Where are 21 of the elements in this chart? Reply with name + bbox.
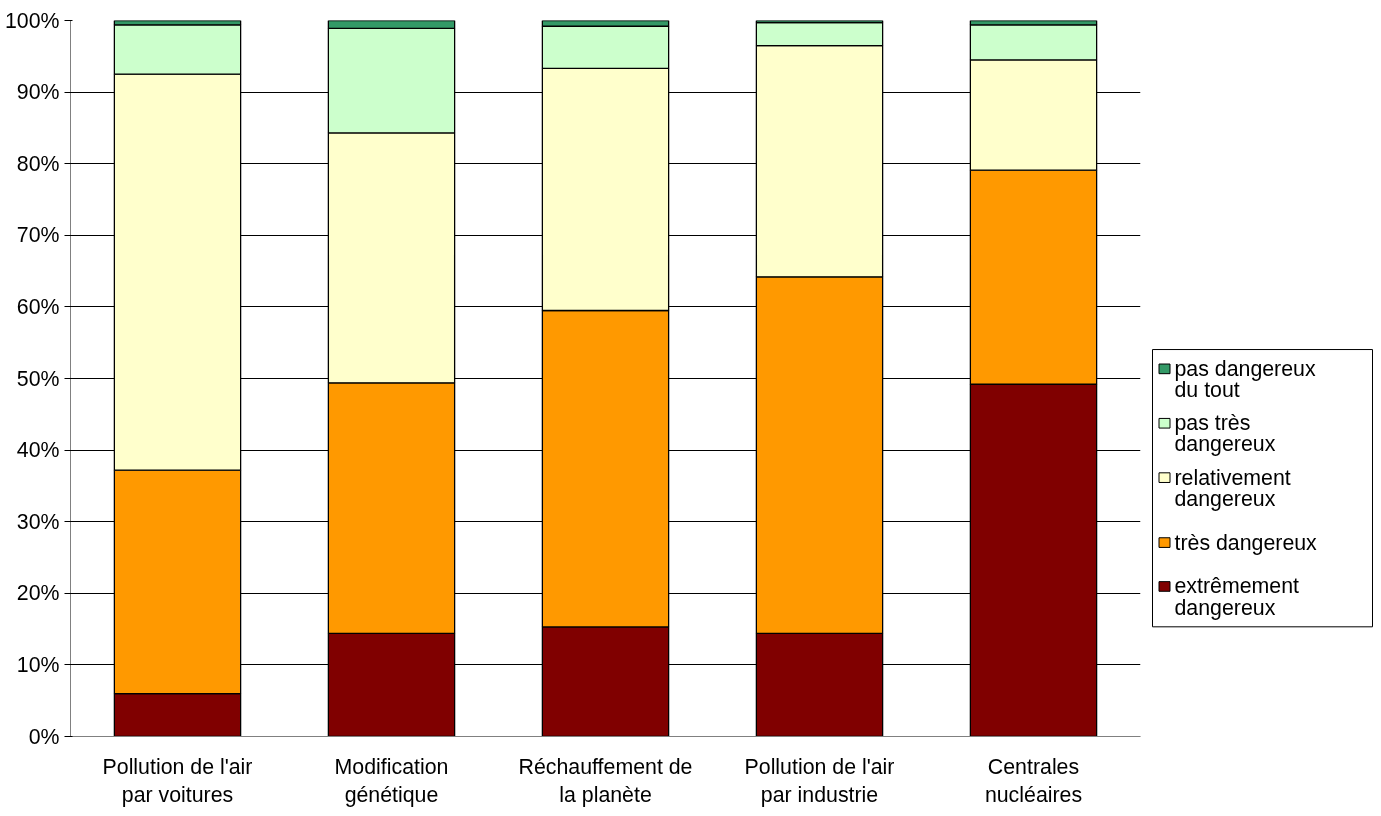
x-tick-label: Pollution de l'air par industrie — [744, 754, 895, 808]
x-tick-label: Réchauffement de la planète — [518, 754, 693, 808]
y-tick-label: 30% — [16, 509, 60, 534]
legend-label: relativement dangereux — [1174, 465, 1291, 511]
y-tick-label: 0% — [28, 724, 60, 749]
y-tick-label: 60% — [16, 294, 60, 319]
y-tick-label: 70% — [16, 223, 60, 248]
x-tick-label: Centrales nucléaires — [984, 754, 1083, 808]
y-tick-label: 40% — [16, 438, 60, 463]
legend-label: extrêmement dangereux — [1174, 574, 1300, 620]
x-tick-label: Pollution de l'air par voitures — [102, 754, 253, 808]
x-tick-label: Modification génétique — [334, 754, 449, 808]
y-tick-label: 10% — [16, 652, 60, 677]
y-tick-label: 100% — [4, 8, 60, 33]
y-tick-label: 20% — [16, 581, 60, 606]
y-tick-label: 50% — [16, 366, 60, 391]
legend-label: très dangereux — [1174, 530, 1318, 555]
legend-label: pas très dangereux — [1174, 411, 1276, 457]
legend-label: pas dangereux du tout — [1174, 356, 1316, 402]
y-tick-label: 80% — [16, 151, 60, 176]
y-tick-label: 90% — [16, 80, 60, 105]
